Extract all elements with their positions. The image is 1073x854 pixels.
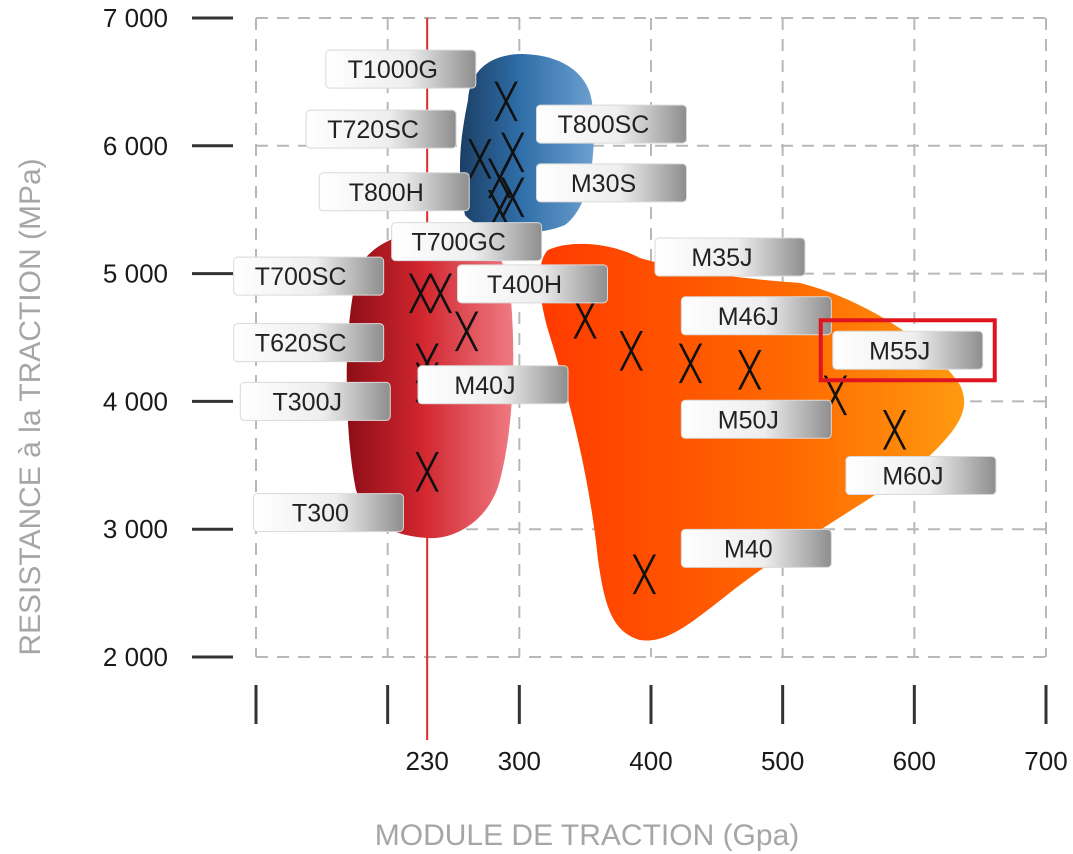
data-point-marker: ╳ (428, 273, 452, 314)
x-tick-label: 600 (893, 746, 936, 776)
grade-label-box (305, 109, 457, 149)
grade-label-t700sc: T700SC (233, 256, 385, 296)
x-axis-title: MODULE DE TRACTION (Gpa) (375, 819, 800, 852)
grade-label-box (680, 399, 832, 439)
data-point-marker: ╳ (619, 330, 643, 371)
y-tick-label: 7 000 (103, 3, 168, 33)
grade-label-text: M30S (571, 170, 636, 198)
grade-label-m46j: M46J (680, 296, 832, 336)
label-layer: T1000G T720SC T800H T800SC M30S T700GC T700SC T… (233, 49, 997, 568)
grade-label-text: T300 (292, 500, 349, 528)
data-point-marker: ╳ (494, 81, 518, 122)
y-axis-title: RESISTANCE à la TRACTION (MPa) (14, 158, 47, 655)
data-point-marker: ╳ (408, 273, 432, 314)
data-point-marker: ╳ (882, 410, 906, 451)
grade-label-text: T700SC (255, 263, 347, 291)
grade-label-box (417, 365, 569, 405)
data-point-marker: ╳ (501, 132, 525, 173)
grade-label-text: T800SC (558, 111, 650, 139)
grade-label-t800sc: T800SC (536, 104, 687, 144)
data-point-marker: ╳ (632, 554, 656, 595)
grade-label-t300: T300 (252, 493, 404, 533)
grade-label-box (680, 296, 832, 336)
grade-label-t620sc: T620SC (233, 323, 385, 363)
grade-label-text: M40J (454, 372, 515, 400)
grade-label-text: M50J (718, 406, 779, 434)
grade-label-text: M40 (724, 535, 773, 563)
axis-layer: 2 000 3 000 4 000 5 000 6 000 7 000 230 300 400 5… (103, 3, 1068, 776)
grade-label-box (536, 163, 687, 203)
grade-label-m50j: M50J (680, 399, 832, 439)
grade-label-box (845, 456, 997, 496)
data-point-marker: ╳ (454, 311, 478, 352)
data-point-marker: ╳ (468, 139, 492, 180)
grade-label-box (239, 381, 391, 421)
grade-label-text: T800H (349, 179, 424, 207)
grade-label-box (391, 222, 543, 262)
grade-label-m40: M40 (680, 528, 832, 568)
grade-label-box (325, 49, 477, 89)
grade-label-m60j: M60J (845, 456, 997, 496)
grade-label-box (233, 323, 385, 363)
grade-label-m30s: M30S (536, 163, 687, 203)
grade-label-t720sc: T720SC (305, 109, 457, 149)
grade-label-text: T400H (487, 271, 562, 299)
grade-label-m55j: M55J (818, 318, 997, 383)
y-tick-label: 6 000 (103, 131, 168, 161)
data-point-marker: ╳ (573, 298, 597, 339)
data-point-marker: ╳ (678, 343, 702, 384)
grade-label-text: M55J (869, 337, 930, 365)
grade-label-box (832, 330, 984, 370)
grade-label-text: T620SC (255, 330, 347, 358)
y-tick-label: 3 000 (103, 514, 168, 544)
grade-label-box (457, 264, 608, 304)
grade-label-text: T720SC (327, 116, 419, 144)
grade-label-text: T1000G (348, 56, 438, 84)
grade-label-text: T700GC (411, 229, 505, 257)
y-tick-label: 4 000 (103, 386, 168, 416)
grade-label-box (536, 104, 687, 144)
grade-label-box (680, 528, 832, 568)
grade-label-t300j: T300J (239, 381, 391, 421)
grade-label-t800h: T800H (318, 172, 470, 212)
grade-label-m35j: M35J (654, 237, 806, 277)
grade-label-box (252, 493, 404, 533)
x-tick-label: 700 (1024, 746, 1067, 776)
data-point-marker: ╳ (415, 452, 439, 493)
x-tick-label: 400 (629, 746, 672, 776)
data-point-marker: ╳ (738, 349, 762, 390)
y-tick-label: 5 000 (103, 259, 168, 289)
x-tick-label: 300 (498, 746, 541, 776)
x-tick-label: 230 (405, 746, 448, 776)
grade-label-t700gc: T700GC (391, 222, 543, 262)
data-point-marker: ╳ (501, 177, 525, 218)
grade-label-box (318, 172, 470, 212)
grade-label-m40j: M40J (417, 365, 569, 405)
x-tick-label: 500 (761, 746, 804, 776)
highlight-box (818, 318, 997, 383)
grade-label-t1000g: T1000G (325, 49, 477, 89)
y-tick-label: 2 000 (103, 642, 168, 672)
grade-label-text: M35J (691, 244, 752, 272)
grade-label-t400h: T400H (457, 264, 608, 304)
grade-label-text: M60J (882, 463, 943, 491)
grade-label-text: M46J (718, 303, 779, 331)
grade-label-text: T300J (273, 388, 342, 416)
grade-label-box (654, 237, 806, 277)
grade-label-box (233, 256, 385, 296)
data-point-marker: ╳ (487, 158, 511, 199)
